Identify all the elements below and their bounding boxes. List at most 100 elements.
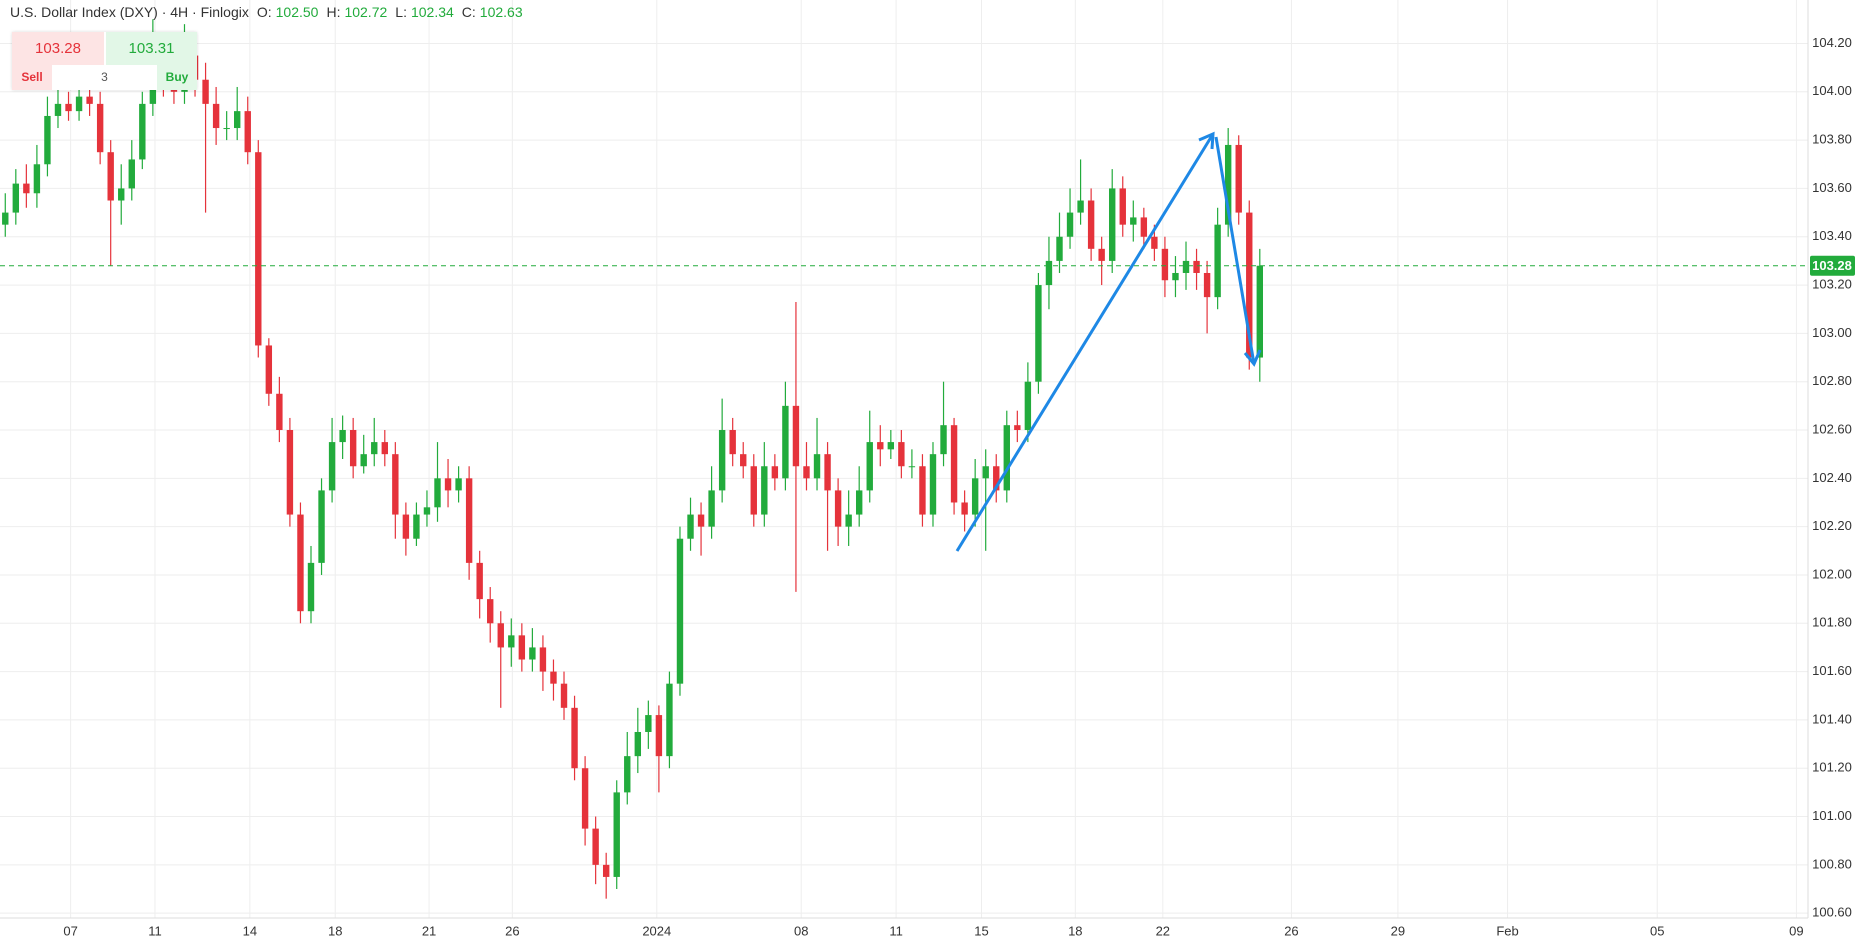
x-tick-label: 11 <box>889 923 903 938</box>
x-tick-label: 09 <box>1789 923 1803 938</box>
candle-body <box>634 731 642 757</box>
candle-body <box>508 635 515 648</box>
candle-body <box>940 425 947 455</box>
quantity[interactable]: 3 <box>101 70 108 84</box>
candle-body <box>845 514 852 527</box>
candle-body <box>666 683 673 757</box>
candle-body <box>75 96 83 112</box>
candle-body <box>1024 381 1032 431</box>
candle-body <box>624 756 631 793</box>
trade-widget: 103.28 103.31 Sell 3 Buy <box>12 32 197 90</box>
candle-body <box>782 405 789 479</box>
y-tick-label: 103.60 <box>1812 180 1852 195</box>
y-tick-label: 101.40 <box>1812 711 1852 726</box>
candle-body <box>392 454 399 515</box>
candle-body <box>1203 272 1211 298</box>
candle-body <box>33 164 41 194</box>
candle-body <box>803 466 810 479</box>
candle-body <box>687 514 694 539</box>
x-tick-label: 22 <box>1156 923 1170 938</box>
candle-body <box>465 478 473 563</box>
candle-body <box>1087 200 1095 249</box>
x-tick-label: 18 <box>328 923 342 938</box>
candle-body <box>877 442 884 450</box>
arrow-head <box>1243 349 1262 367</box>
y-tick-label: 104.00 <box>1812 83 1852 98</box>
candle-body <box>234 111 241 129</box>
candle-body <box>318 490 325 563</box>
x-tick-label: 29 <box>1391 923 1405 938</box>
candle-body <box>581 768 589 829</box>
candle-body <box>708 490 715 527</box>
candle-body <box>265 345 273 394</box>
candle-body <box>1119 188 1126 225</box>
x-tick-label: Feb <box>1496 923 1518 938</box>
candle-body <box>887 442 895 450</box>
buy-button[interactable]: Buy <box>157 65 197 90</box>
y-tick-label: 103.40 <box>1812 228 1852 243</box>
candle-body <box>993 466 1000 491</box>
candle-body <box>1014 425 1021 431</box>
candle-body <box>1045 260 1053 286</box>
candle-body <box>1003 425 1010 491</box>
x-tick-label: 08 <box>794 923 808 938</box>
candle-body <box>1151 236 1158 249</box>
y-tick-label: 102.80 <box>1812 373 1852 388</box>
quote-value: 102.34 <box>410 4 454 20</box>
candle-body <box>255 152 262 346</box>
candle-body <box>571 707 578 769</box>
candle-body <box>1224 144 1232 225</box>
y-tick-label: 101.60 <box>1812 663 1852 678</box>
y-tick-label: 101.80 <box>1812 615 1852 630</box>
candle-body <box>750 466 757 515</box>
ohlc-quotes: O: 102.50 H: 102.72 L: 102.34 C: 102.63 <box>249 4 523 20</box>
candle-body <box>676 538 684 684</box>
candle-body <box>919 466 926 515</box>
candle-body <box>813 454 821 479</box>
candle-body <box>961 502 968 515</box>
candle-body <box>908 466 916 468</box>
candle-body <box>286 430 294 515</box>
sell-button[interactable]: Sell <box>12 65 52 90</box>
candle-body <box>476 562 483 600</box>
x-tick-label: 21 <box>422 923 436 938</box>
candle-body <box>1193 260 1200 273</box>
arrow-head <box>1198 131 1215 150</box>
candle-body <box>824 454 831 491</box>
x-tick-label: 15 <box>974 923 988 938</box>
y-tick-label: 101.20 <box>1812 760 1852 775</box>
candle-body <box>2 212 9 225</box>
candle-body <box>718 430 726 491</box>
sell-price[interactable]: 103.28 <box>12 32 104 65</box>
candle-body <box>645 715 652 732</box>
candle-body <box>866 442 873 491</box>
candle-body <box>898 442 905 467</box>
candle-body <box>423 507 431 515</box>
candle-body <box>697 514 705 527</box>
quote-value: 102.63 <box>479 4 523 20</box>
y-tick-label: 103.00 <box>1812 325 1852 340</box>
buy-price[interactable]: 103.31 <box>106 32 197 65</box>
quote-label: H: <box>326 4 341 20</box>
candle-body <box>1161 248 1169 281</box>
last-price-badge <box>1810 255 1855 276</box>
candle-body <box>339 430 346 443</box>
y-tick-label: 102.20 <box>1812 518 1852 533</box>
candle-body <box>1172 272 1179 281</box>
candle-body <box>360 454 367 467</box>
candle-body <box>276 393 283 431</box>
candle-body <box>834 490 842 527</box>
header: U.S. Dollar Index (DXY) · 4H · Finlogix O… <box>10 4 523 20</box>
y-tick-label: 102.00 <box>1812 566 1852 581</box>
x-tick-label: 18 <box>1068 923 1082 938</box>
candle-body <box>434 478 441 508</box>
symbol-title: U.S. Dollar Index (DXY) · 4H · Finlogix <box>10 4 249 20</box>
x-tick-label: 2024 <box>642 923 671 938</box>
last-price-label: 103.28 <box>1812 258 1852 273</box>
candle-body <box>65 103 72 112</box>
candle-body <box>223 128 230 130</box>
candle-body <box>1130 217 1137 225</box>
candle-body <box>771 466 779 479</box>
